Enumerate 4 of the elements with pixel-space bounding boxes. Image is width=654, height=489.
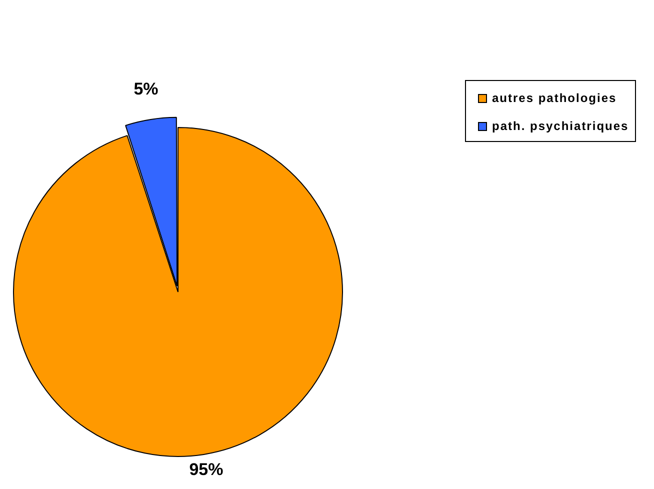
legend-label: autres pathologies bbox=[492, 91, 617, 105]
legend-label: path. psychiatriques bbox=[492, 119, 629, 133]
data-label: 95% bbox=[189, 460, 224, 479]
data-label: 5% bbox=[134, 80, 158, 99]
